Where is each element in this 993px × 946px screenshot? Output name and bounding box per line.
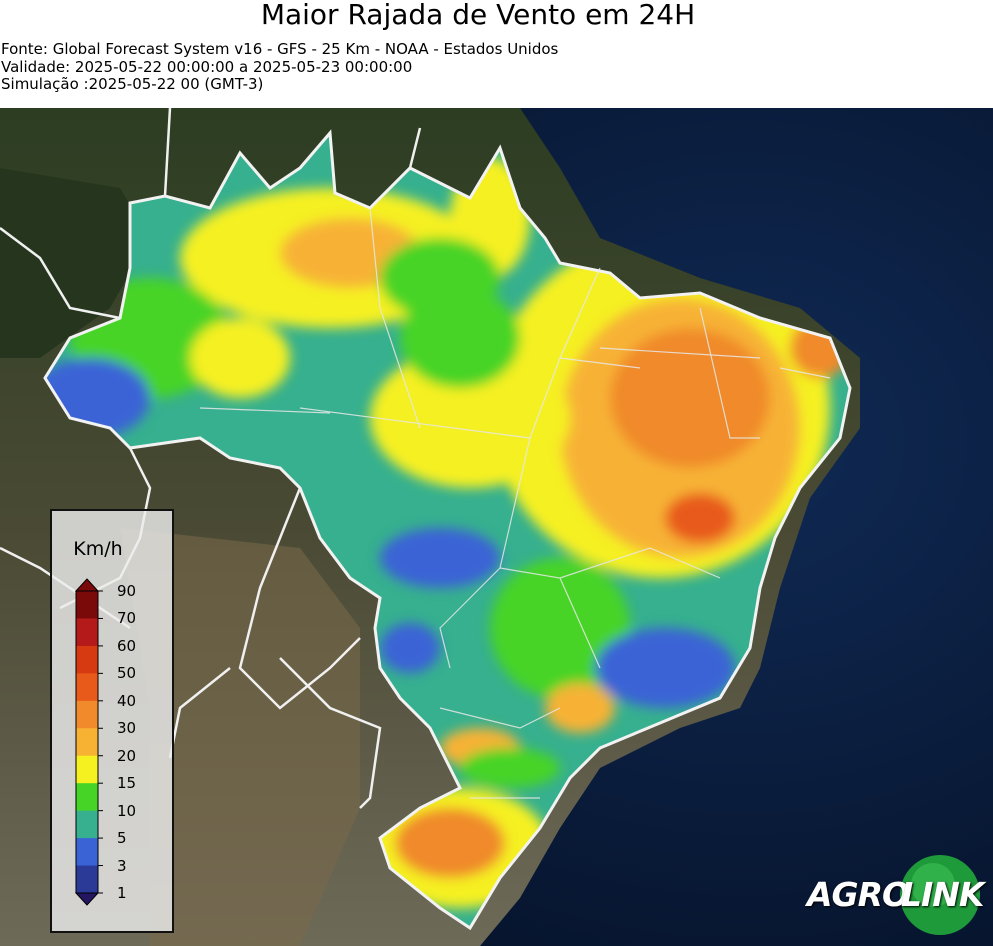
colorbar-tick-label: 30: [117, 719, 137, 738]
colorbar-segment: [76, 755, 98, 784]
colorbar-tick-label: 40: [117, 691, 137, 710]
colorbar-segment: [76, 838, 98, 867]
colorbar-tick-label: 10: [117, 801, 137, 820]
colorbar-tick-label: 5: [117, 829, 127, 848]
legend-unit: Km/h: [73, 538, 123, 560]
wind-gust-map: [0, 108, 993, 946]
colorbar-segment: [76, 865, 98, 894]
forest-north: [0, 168, 150, 358]
colorbar-segment: [76, 645, 98, 674]
colorbar-tick-label: 20: [117, 746, 137, 765]
colorbar-max-arrow: [74, 578, 100, 592]
source-line: Fonte: Global Forecast System v16 - GFS …: [1, 40, 559, 58]
colorbar-segment: [76, 810, 98, 839]
andes-region: [120, 528, 360, 946]
logo-text-agro: AGRO: [807, 875, 910, 914]
state-borders: [199, 207, 831, 799]
header: Maior Rajada de Vento em 24H Fonte: Glob…: [0, 0, 993, 108]
colorbar-segment: [76, 783, 98, 812]
colorbar: [74, 578, 103, 906]
map-canvas: [0, 108, 993, 946]
simulation-line: Simulação :2025-05-22 00 (GMT-3): [1, 75, 264, 93]
map-title: Maior Rajada de Vento em 24H: [260, 0, 696, 31]
colorbar-tick-label: 1: [117, 884, 127, 902]
colorbar-legend: Km/h 90 70 60 50 40 30 20 15 10 5 3 1: [50, 509, 174, 933]
colorbar-min-arrow: [74, 892, 100, 906]
colorbar-tick-label: 50: [117, 664, 137, 683]
colorbar-tick-label: 15: [117, 774, 137, 793]
colorbar-segment: [76, 700, 98, 729]
colorbar-segment: [76, 618, 98, 647]
colorbar-tick-label: 70: [117, 609, 137, 628]
colorbar-tick-label: 60: [117, 636, 137, 655]
logo-text-link: LINK: [901, 875, 984, 914]
colorbar-segment: [76, 591, 98, 619]
validity-line: Validade: 2025-05-22 00:00:00 a 2025-05-…: [1, 58, 413, 76]
agrolink-logo: AGRO LINK: [805, 853, 985, 937]
colorbar-tick-label: 90: [117, 582, 137, 600]
colorbar-segment: [76, 728, 98, 757]
colorbar-segment: [76, 673, 98, 702]
brazil-border: [43, 129, 852, 931]
colorbar-tick-label: 3: [117, 856, 127, 875]
